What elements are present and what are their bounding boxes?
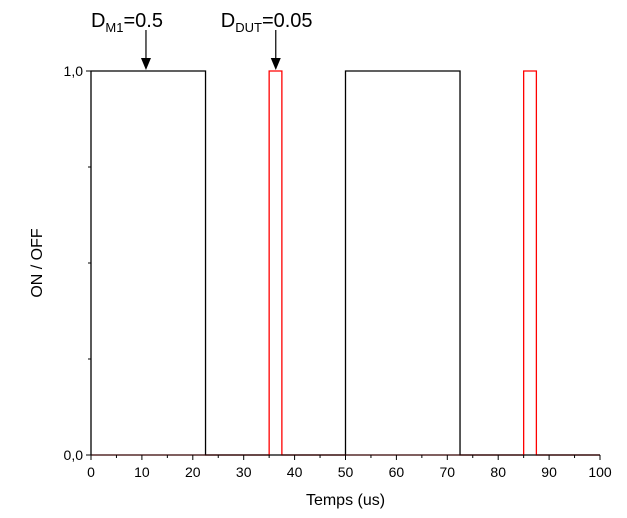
x-tick-label: 20	[185, 464, 201, 480]
y-tick-label: 0,0	[64, 447, 84, 463]
annotation-2: DDUT=0.05	[221, 10, 313, 70]
annotation-label: DM1=0.5	[91, 10, 163, 35]
x-tick-label: 90	[541, 464, 557, 480]
x-axis-title: Temps (us)	[306, 492, 385, 509]
x-tick-label: 10	[134, 464, 150, 480]
axes-layer: 0 10 20 30 40 50 60 70 80 90 100 0,0 1,0	[64, 63, 612, 480]
x-tick-label: 0	[87, 464, 95, 480]
x-tick-label: 50	[338, 464, 354, 480]
annotation-arrow-head	[140, 58, 151, 70]
x-tick-label: 70	[440, 464, 456, 480]
x-tick-label: 30	[236, 464, 252, 480]
annotation-label: DDUT=0.05	[221, 10, 313, 35]
annotation-arrow-head	[270, 58, 281, 70]
series-layer	[90, 70, 600, 456]
y-axis-title: ON / OFF	[29, 228, 46, 298]
annotation-1: DM1=0.5	[91, 10, 163, 70]
x-tick-label: 60	[389, 464, 405, 480]
x-tick-label: 40	[287, 464, 303, 480]
annotations-layer: DM1=0.5 DDUT=0.05	[91, 10, 313, 70]
y-ticks: 0,0 1,0	[64, 63, 91, 463]
x-tick-label: 100	[588, 464, 612, 480]
y-tick-label: 1,0	[64, 63, 84, 79]
x-tick-label: 80	[490, 464, 506, 480]
x-ticks: 0 10 20 30 40 50 60 70 80 90 100	[87, 455, 612, 480]
